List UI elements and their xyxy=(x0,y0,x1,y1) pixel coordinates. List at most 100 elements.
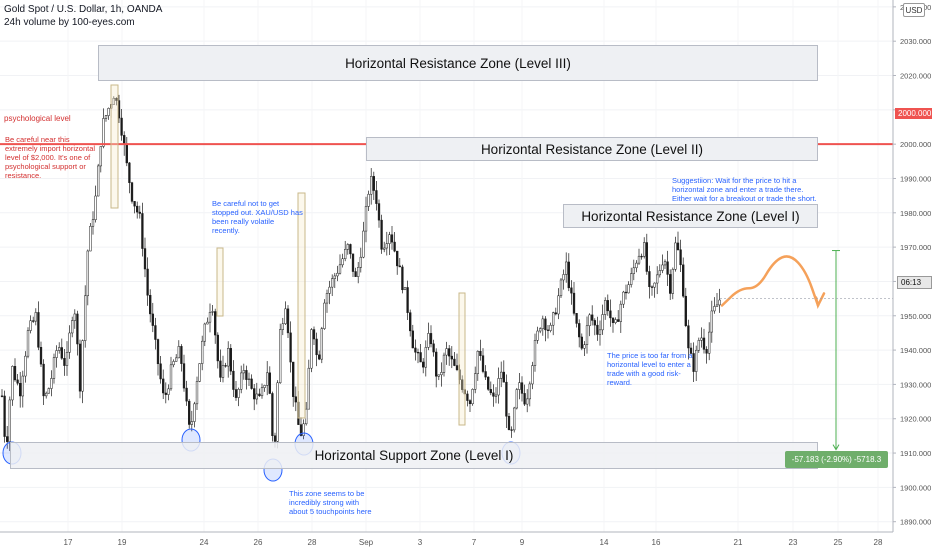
candle-body xyxy=(234,389,238,398)
candle-body xyxy=(598,329,602,335)
time-tick-label: 3 xyxy=(418,538,423,547)
candle-body xyxy=(323,302,326,329)
volatility-highlight-box[interactable] xyxy=(216,247,224,317)
measure-label[interactable]: -57.183 (-2.90%) -5718.3 xyxy=(785,451,888,468)
candle-body xyxy=(125,144,128,164)
resistance-zone-level-2[interactable]: Horizontal Resistance Zone (Level II) xyxy=(366,137,818,161)
candle-body xyxy=(640,255,643,258)
candle-body xyxy=(635,262,638,269)
candle-body xyxy=(240,372,243,390)
candle-body xyxy=(172,361,175,366)
support-zone-level-1[interactable]: Horizontal Support Zone (Level I) xyxy=(10,442,818,469)
candle-body xyxy=(141,213,144,249)
resistance-zone-level-3[interactable]: Horizontal Resistance Zone (Level III) xyxy=(98,45,818,81)
candle-body xyxy=(37,312,40,348)
candle-body xyxy=(0,395,4,397)
candle-body xyxy=(448,348,451,357)
candle-body xyxy=(58,347,61,351)
forecast-arrowhead xyxy=(814,292,826,310)
price-tick-label: 1920.000 xyxy=(900,415,931,424)
candle-body xyxy=(671,269,674,294)
candle-body xyxy=(65,351,69,366)
candle-body xyxy=(362,230,365,258)
candle-body xyxy=(528,383,531,400)
candle-body xyxy=(219,360,222,378)
candle-body xyxy=(159,363,162,380)
note-stopped-out[interactable]: Be careful not to get stopped out. XAU/U… xyxy=(212,199,303,235)
candle-body xyxy=(656,274,659,284)
note-price-far[interactable]: The price is too far from a horizontal l… xyxy=(607,351,693,387)
candle-body xyxy=(692,353,695,372)
candle-body xyxy=(380,219,383,250)
candle-body xyxy=(510,429,513,431)
candle-body xyxy=(242,370,245,374)
candle-body xyxy=(414,347,417,353)
price-tick-label: 2000.000 xyxy=(900,140,931,149)
candle-body xyxy=(364,206,368,232)
candle-body xyxy=(341,258,344,266)
note-suggestion[interactable]: Suggestiion: Wait for the price to hit a… xyxy=(672,176,817,203)
candle-body xyxy=(565,261,568,275)
candle-body xyxy=(624,291,628,294)
candle-body xyxy=(289,332,292,363)
candle-body xyxy=(11,366,14,401)
candle-body xyxy=(403,287,407,291)
volatility-highlight-box[interactable] xyxy=(458,292,466,426)
note-strong-zone[interactable]: This zone seems to be incredibly strong … xyxy=(289,489,372,516)
candle-body xyxy=(247,378,251,380)
volatility-highlight-box[interactable] xyxy=(110,84,119,209)
time-tick-label: 7 xyxy=(472,538,477,547)
candle-body xyxy=(643,242,646,257)
time-tick-label: 9 xyxy=(520,538,525,547)
candle-body xyxy=(492,392,495,397)
candle-body xyxy=(13,366,17,381)
candle-body xyxy=(422,361,425,368)
candle-body xyxy=(461,379,464,390)
candle-body xyxy=(112,97,115,105)
candle-body xyxy=(312,329,316,340)
candle-body xyxy=(250,378,253,389)
candle-body xyxy=(354,271,357,277)
note-psychological[interactable]: Be careful near this extremely import ho… xyxy=(5,135,96,180)
volume-indicator-label[interactable]: 24h volume by 100-eyes.com xyxy=(4,17,135,28)
candle-body xyxy=(302,423,305,436)
candle-body xyxy=(487,376,490,390)
resistance-zone-level-1[interactable]: Horizontal Resistance Zone (Level I) xyxy=(563,204,818,228)
candle-body xyxy=(513,407,516,431)
candle-body xyxy=(320,328,323,360)
candle-body xyxy=(424,347,427,368)
candle-body xyxy=(216,334,219,362)
candle-body xyxy=(559,279,563,297)
candle-body xyxy=(562,274,565,281)
forecast-path[interactable] xyxy=(720,255,820,307)
candle-body xyxy=(271,393,274,436)
candle-body xyxy=(133,201,136,207)
candle-body xyxy=(188,400,191,425)
candle-body xyxy=(138,211,141,214)
candle-body xyxy=(84,295,87,341)
candle-body xyxy=(617,319,620,322)
candle-body xyxy=(351,253,355,272)
currency-button[interactable]: USD xyxy=(903,3,925,17)
candle-body xyxy=(32,320,35,322)
candle-body xyxy=(494,394,498,397)
candle-body xyxy=(705,349,708,354)
candle-body xyxy=(541,318,544,329)
candle-body xyxy=(653,282,656,288)
candle-body xyxy=(229,348,232,372)
candle-body xyxy=(97,165,100,197)
candle-body xyxy=(489,389,492,394)
candle-body xyxy=(481,355,485,372)
candle-body xyxy=(60,347,63,359)
candle-body xyxy=(91,219,95,227)
candle-body xyxy=(294,396,297,403)
volatility-highlight-box[interactable] xyxy=(297,192,306,419)
candle-body xyxy=(99,146,102,167)
time-tick-label: 21 xyxy=(734,538,743,547)
time-axis[interactable]: 17 19 24 26 28 Sep 3 7 9 14 16 21 23 25 28 xyxy=(0,531,893,547)
candle-body xyxy=(468,400,472,405)
price-axis[interactable]: 2040.0002030.0002020.0002010.0002000.000… xyxy=(892,0,932,550)
candle-body xyxy=(411,330,414,349)
candle-body xyxy=(575,313,578,324)
